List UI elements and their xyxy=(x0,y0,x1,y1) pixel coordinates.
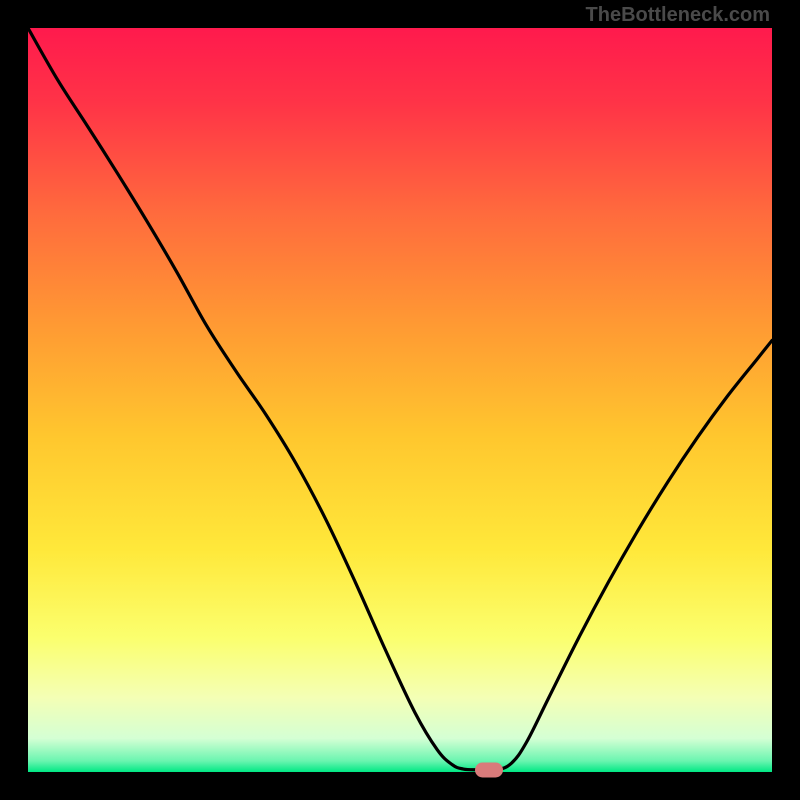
chart-frame: TheBottleneck.com xyxy=(0,0,800,800)
minimum-marker xyxy=(475,762,503,777)
bottleneck-curve xyxy=(28,28,772,772)
watermark-text: TheBottleneck.com xyxy=(586,4,770,27)
plot-area xyxy=(28,28,772,772)
